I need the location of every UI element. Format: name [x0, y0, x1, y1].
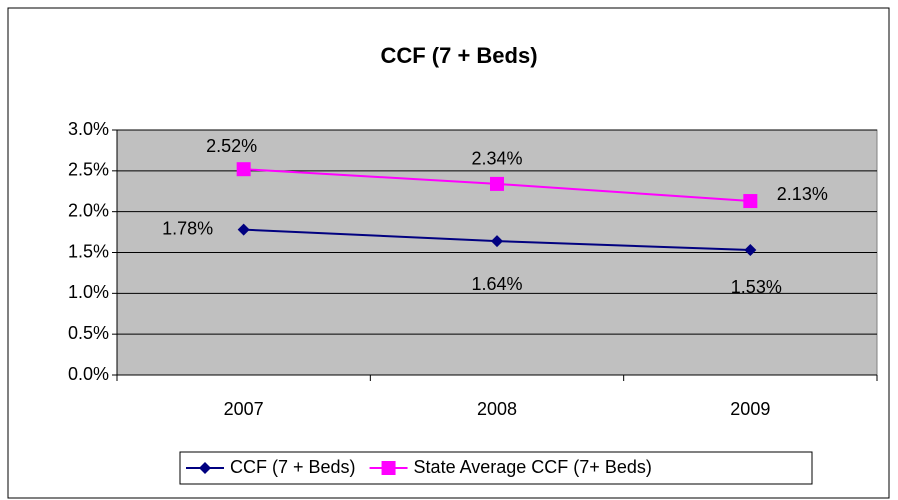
data-label: 2.34% — [471, 149, 522, 169]
data-point — [491, 235, 503, 248]
data-point — [744, 244, 757, 257]
data-label: 1.64% — [471, 274, 522, 294]
x-tick-label: 2008 — [477, 399, 517, 419]
data-point — [236, 162, 251, 177]
data-label: 1.78% — [162, 218, 213, 238]
legend-marker — [199, 462, 211, 474]
y-tick-label: 0.0% — [68, 364, 109, 384]
y-tick-label: 2.0% — [68, 200, 109, 220]
data-point — [237, 223, 250, 236]
chart-title: CCF (7 + Beds) — [380, 43, 537, 68]
data-point — [743, 194, 758, 209]
y-tick-label: 2.5% — [68, 160, 109, 180]
y-tick-label: 1.0% — [68, 282, 109, 302]
x-tick-label: 2007 — [224, 399, 264, 419]
legend-label: State Average CCF (7+ Beds) — [414, 457, 652, 477]
legend-label: CCF (7 + Beds) — [230, 457, 356, 477]
data-label: 1.53% — [731, 277, 782, 297]
data-label: 2.13% — [777, 184, 828, 204]
legend-box — [179, 451, 813, 485]
y-tick-label: 0.5% — [68, 323, 109, 343]
x-tick-label: 2009 — [730, 399, 770, 419]
y-tick-label: 1.5% — [68, 241, 109, 261]
data-point — [490, 176, 504, 191]
data-label: 2.52% — [206, 136, 257, 156]
y-tick-label: 3.0% — [68, 119, 109, 139]
legend-marker — [381, 461, 396, 475]
